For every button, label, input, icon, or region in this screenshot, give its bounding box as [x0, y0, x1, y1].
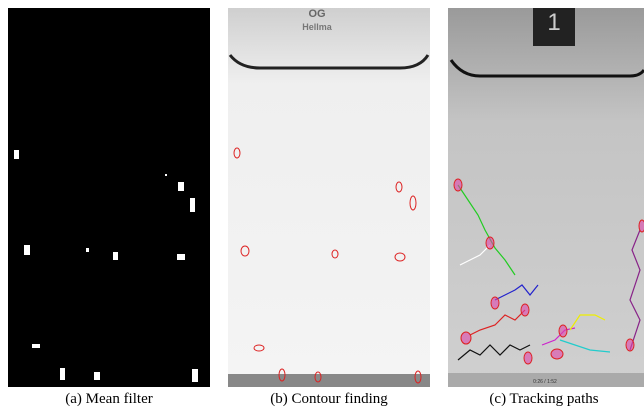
caption: (c) Tracking paths [444, 391, 644, 408]
video-time: 0:26 / 1:52 [533, 379, 557, 385]
figure: {"panels": [ {"caption": "(a) Mean filte… [0, 0, 644, 417]
mean-filter-image [8, 8, 210, 387]
cuvette-number: 1 [547, 9, 560, 36]
cuvette-brand: Hellma [302, 22, 333, 32]
panels: OG Hellma 1 0:26 / 1:52 [0, 0, 644, 390]
caption: (a) Mean filter [8, 391, 210, 408]
tracking-image: 1 0:26 / 1:52 [448, 8, 644, 387]
caption: (b) Contour finding [218, 391, 440, 408]
contour-image: OG Hellma [228, 8, 430, 387]
cuvette-label: OG [308, 8, 325, 20]
